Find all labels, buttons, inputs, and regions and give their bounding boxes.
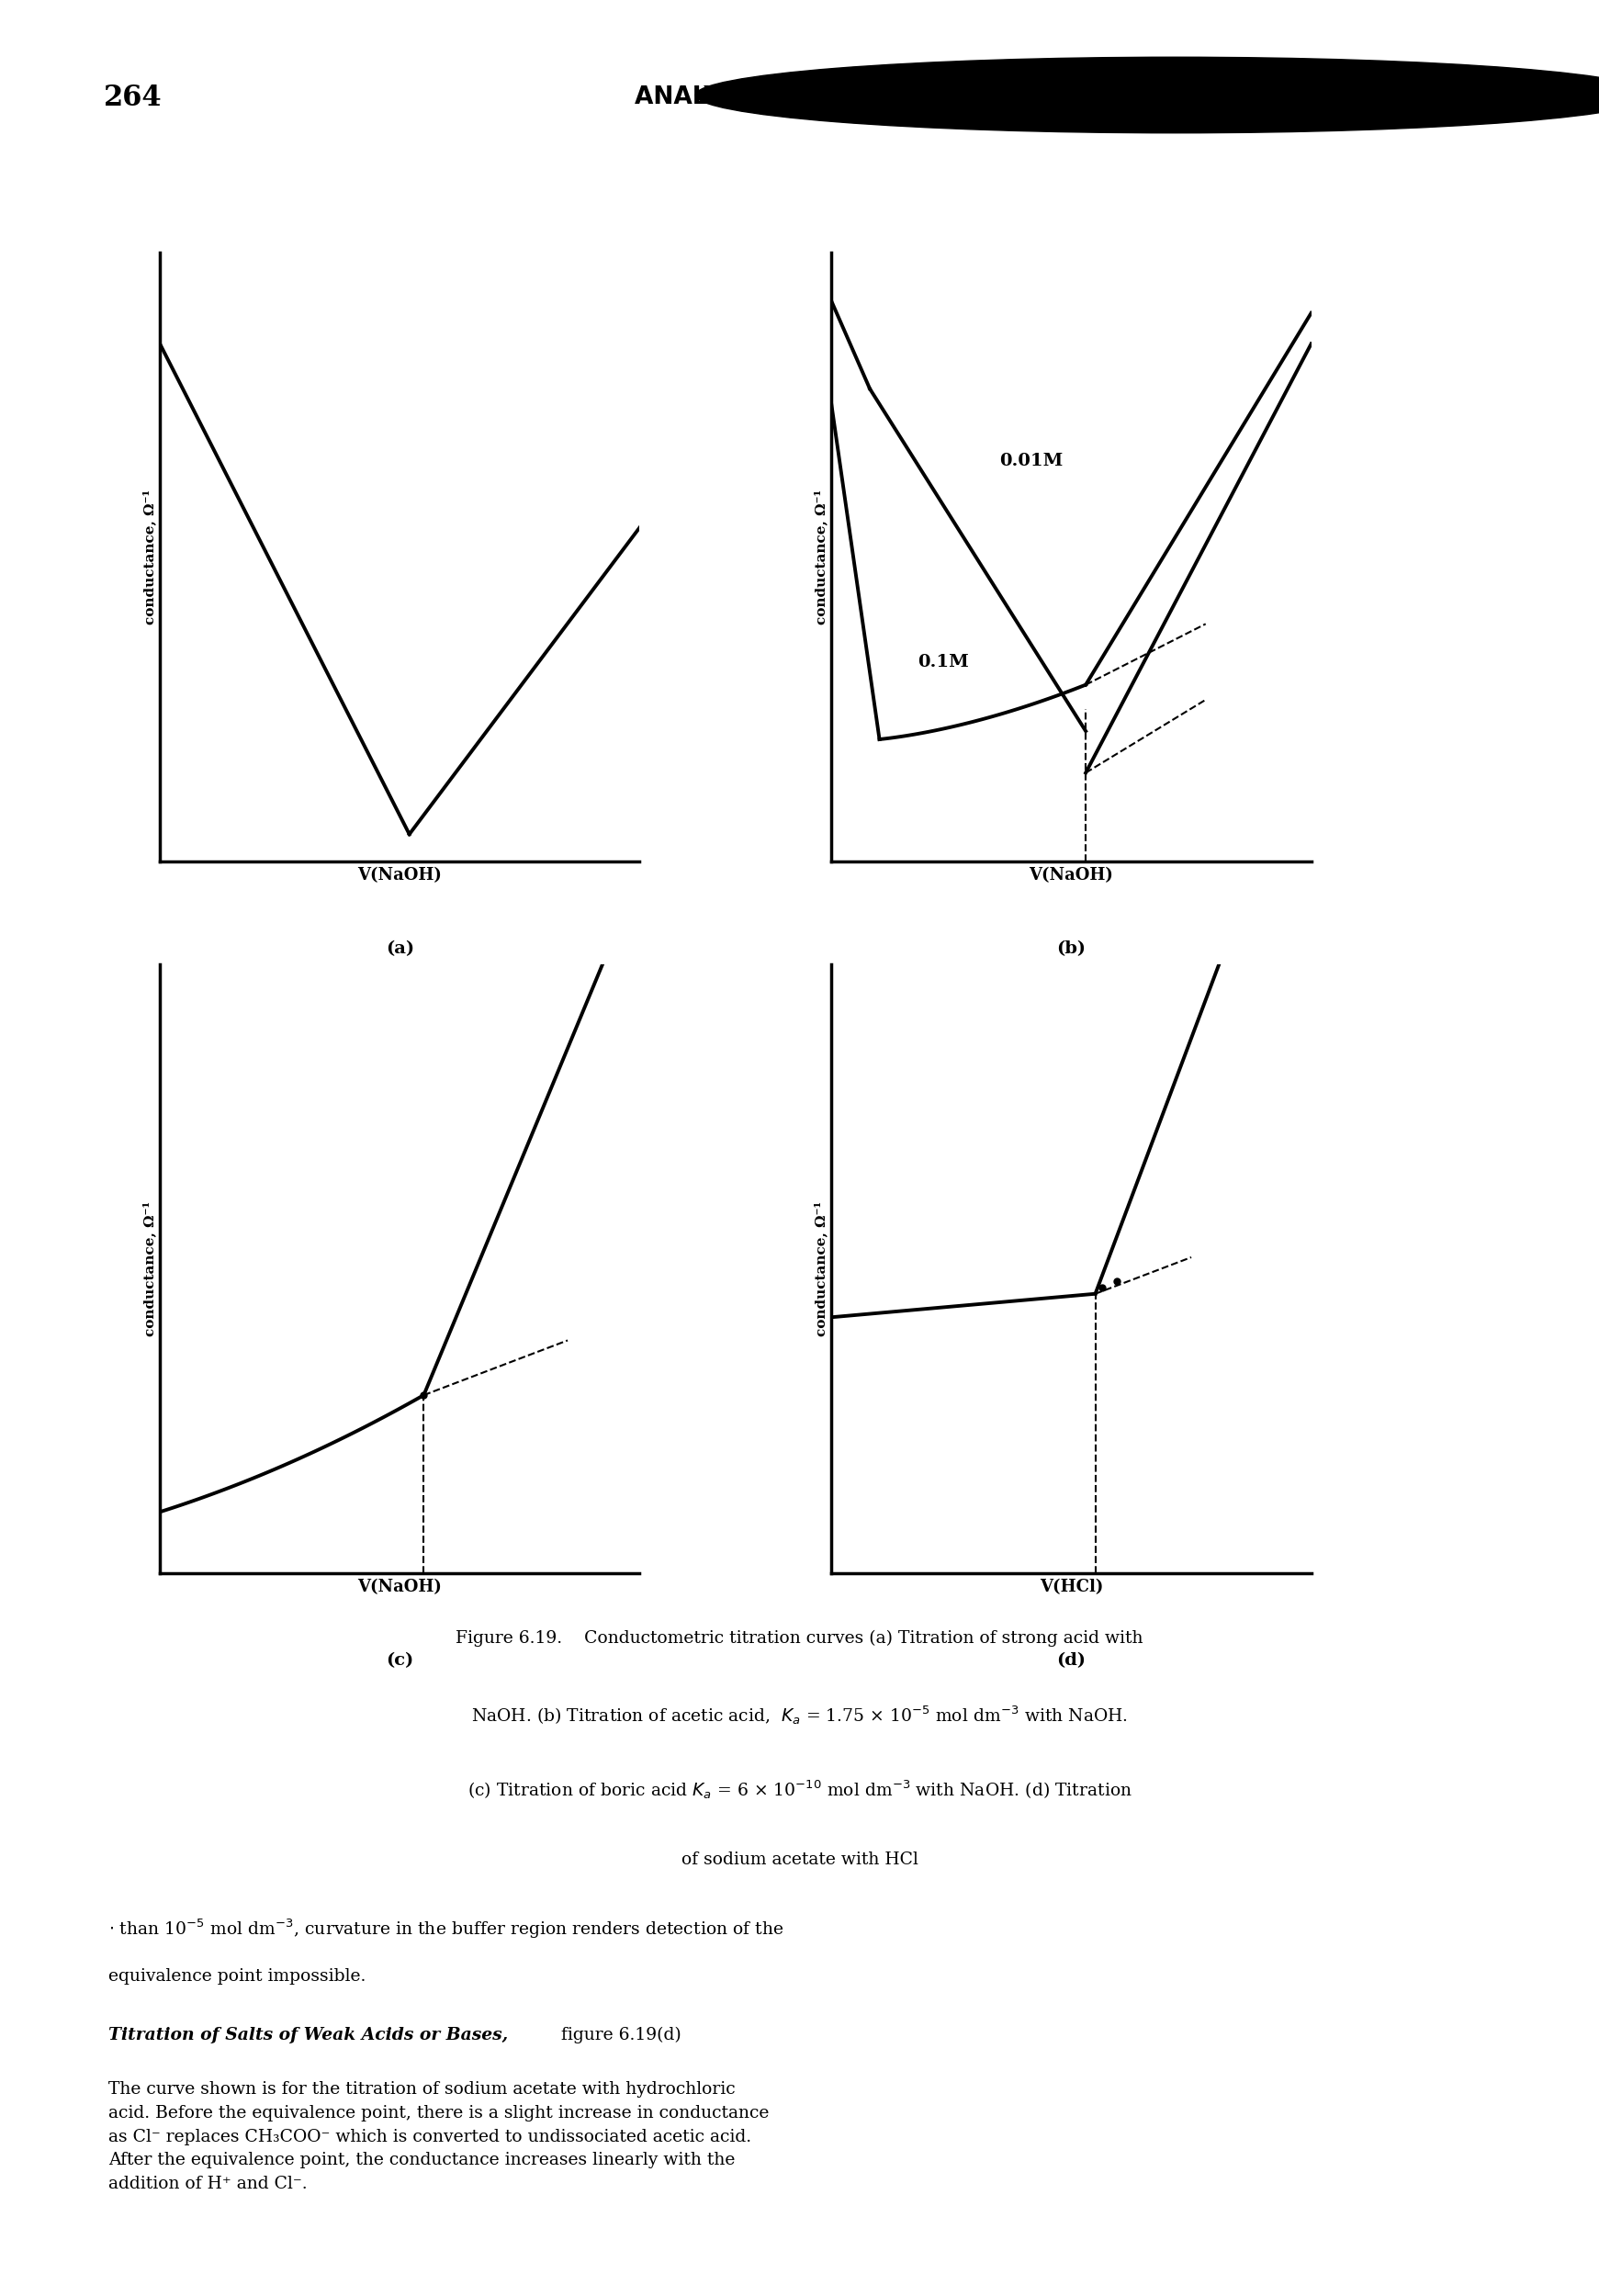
Text: Titration of Salts of Weak Acids or Bases,: Titration of Salts of Weak Acids or Base… [109, 2027, 508, 2043]
X-axis label: V(HCl): V(HCl) [1039, 1580, 1103, 1596]
Text: (c): (c) [385, 1651, 414, 1669]
Text: The curve shown is for the titration of sodium acetate with hydrochloric
acid. B: The curve shown is for the titration of … [109, 2080, 769, 2193]
Text: Figure 6.19.    Conductometric titration curves (a) Titration of strong acid wit: Figure 6.19. Conductometric titration cu… [456, 1630, 1143, 1646]
Text: ANALYTICAL CHEMISTRY: ANALYTICAL CHEMISTRY [635, 85, 964, 110]
Text: NaOH. (b) Titration of acetic acid,  $K_a$ = 1.75 × 10$^{-5}$ mol dm$^{-3}$ with: NaOH. (b) Titration of acetic acid, $K_a… [472, 1704, 1127, 1727]
Text: 0.1M: 0.1M [918, 654, 969, 670]
Y-axis label: conductance, Ω⁻¹: conductance, Ω⁻¹ [814, 1201, 828, 1336]
Text: 264: 264 [104, 83, 163, 113]
Text: (a): (a) [385, 939, 414, 957]
Circle shape [696, 57, 1599, 133]
Text: (d): (d) [1057, 1651, 1086, 1669]
X-axis label: V(NaOH): V(NaOH) [358, 868, 441, 884]
Text: 0.01M: 0.01M [999, 452, 1063, 468]
Y-axis label: conductance, Ω⁻¹: conductance, Ω⁻¹ [814, 489, 828, 625]
Text: of sodium acetate with HCl: of sodium acetate with HCl [681, 1853, 918, 1869]
Text: (c) Titration of boric acid $K_a$ = 6 × 10$^{-10}$ mol dm$^{-3}$ with NaOH. (d) : (c) Titration of boric acid $K_a$ = 6 × … [467, 1777, 1132, 1800]
Text: figure 6.19(d): figure 6.19(d) [556, 2027, 681, 2043]
Y-axis label: conductance, Ω⁻¹: conductance, Ω⁻¹ [142, 489, 157, 625]
Text: (b): (b) [1057, 939, 1086, 957]
Text: $\cdot$ than 10$^{-5}$ mol dm$^{-3}$, curvature in the buffer region renders det: $\cdot$ than 10$^{-5}$ mol dm$^{-3}$, cu… [109, 1917, 784, 1940]
X-axis label: V(NaOH): V(NaOH) [1030, 868, 1113, 884]
X-axis label: V(NaOH): V(NaOH) [358, 1580, 441, 1596]
Text: equivalence point impossible.: equivalence point impossible. [109, 1968, 366, 1984]
Y-axis label: conductance, Ω⁻¹: conductance, Ω⁻¹ [142, 1201, 157, 1336]
